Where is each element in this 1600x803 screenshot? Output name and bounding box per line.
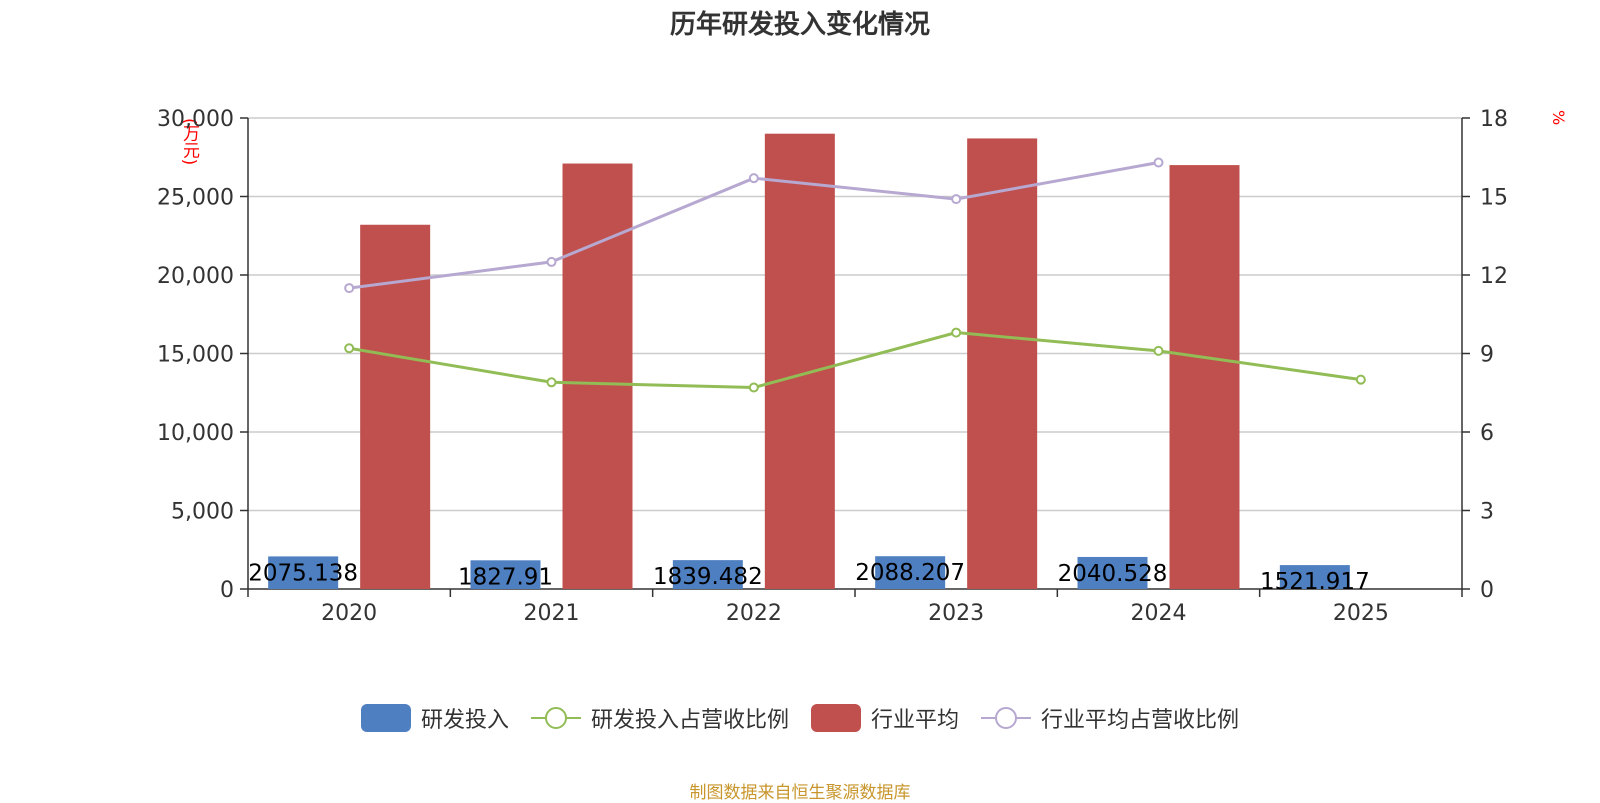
bar-rd-investment-label: 1521.917 [1260,569,1370,595]
legend-swatch-line-purple [981,707,1032,729]
point-industry-ratio [1153,157,1164,168]
bar-rd-investment [875,556,946,589]
legend-swatch-bar-blue [360,704,411,732]
bar-rd-investment [1077,556,1148,589]
y-right-tick-label: 12 [1480,264,1508,289]
bar-industry-average [967,138,1038,589]
legend: 研发投入 研发投入占营收比例 行业平均 行业平均占营收比例 [0,702,1600,734]
point-rd-ratio [344,343,355,354]
point-industry-ratio [951,194,962,205]
y-right-tick-label: 6 [1480,421,1494,446]
bar-industry-average [562,163,633,589]
legend-swatch-line-green [530,707,581,729]
point-rd-ratio [546,377,557,388]
x-tick-label: 2020 [321,601,377,626]
bar-rd-investment-label: 1827.91 [458,564,553,590]
source-note: 制图数据来自恒生聚源数据库 [689,783,911,803]
bar-rd-investment-label: 1839.482 [653,564,763,590]
point-industry-ratio [546,256,557,267]
y-right-tick-label: 15 [1480,186,1508,211]
bar-rd-investment [672,560,743,589]
bar-rd-investment [268,556,339,589]
point-industry-ratio [748,173,759,184]
legend-label: 研发投入占营收比例 [590,708,789,733]
x-tick-label: 2022 [726,601,782,626]
x-tick-label: 2025 [1333,601,1389,626]
legend-label: 研发投入 [420,708,509,733]
line-rd-ratio [348,331,1362,390]
legend-item-rd-ratio[interactable]: 研发投入占营收比例 [530,702,789,734]
legend-item-industry-average[interactable]: 行业平均 [811,702,959,734]
y-left-tick-label: 10,000 [157,421,234,446]
chart-title: 历年研发投入变化情况 [669,10,930,40]
legend-label: 行业平均占营收比例 [1041,708,1240,733]
x-tick-label: 2021 [524,601,580,626]
y-right-tick-label: 3 [1480,500,1494,525]
bar-industry-average [764,133,835,589]
y-axis-left-label: (万元) [179,118,199,166]
x-tick-label: 2024 [1131,601,1187,626]
y-left-tick-label: 30,000 [157,107,234,132]
point-rd-ratio [951,327,962,338]
y-right-tick-label: 9 [1480,343,1494,368]
bar-rd-investment [470,560,541,589]
legend-item-rd-investment[interactable]: 研发投入 [360,702,509,734]
bar-rd-investment-label: 2075.138 [248,560,358,586]
point-industry-ratio [344,283,355,294]
y-left-tick-label: 5,000 [171,500,234,525]
point-rd-ratio [748,382,759,393]
bar-rd-investment-label: 2040.528 [1058,561,1168,587]
y-right-tick-label: 18 [1480,107,1508,132]
y-left-tick-label: 0 [220,578,234,603]
legend-label: 行业平均 [871,708,960,733]
point-rd-ratio [1355,374,1366,385]
y-right-tick-label: 0 [1480,578,1494,603]
point-rd-ratio [1153,345,1164,356]
bar-rd-investment-label: 2088.207 [855,560,965,586]
bar-industry-average [1169,165,1240,589]
y-left-tick-label: 25,000 [157,186,234,211]
legend-swatch-bar-red [811,704,861,732]
legend-item-industry-ratio[interactable]: 行业平均占营收比例 [981,702,1239,734]
x-tick-label: 2023 [928,601,984,626]
y-left-tick-label: 15,000 [157,343,234,368]
bar-rd-investment [1279,565,1350,589]
y-left-tick-label: 20,000 [157,264,234,289]
combo-chart: 0 0 5,000 3 10,000 6 15,000 9 20,000 12 25,000 15 30… [157,107,1508,626]
